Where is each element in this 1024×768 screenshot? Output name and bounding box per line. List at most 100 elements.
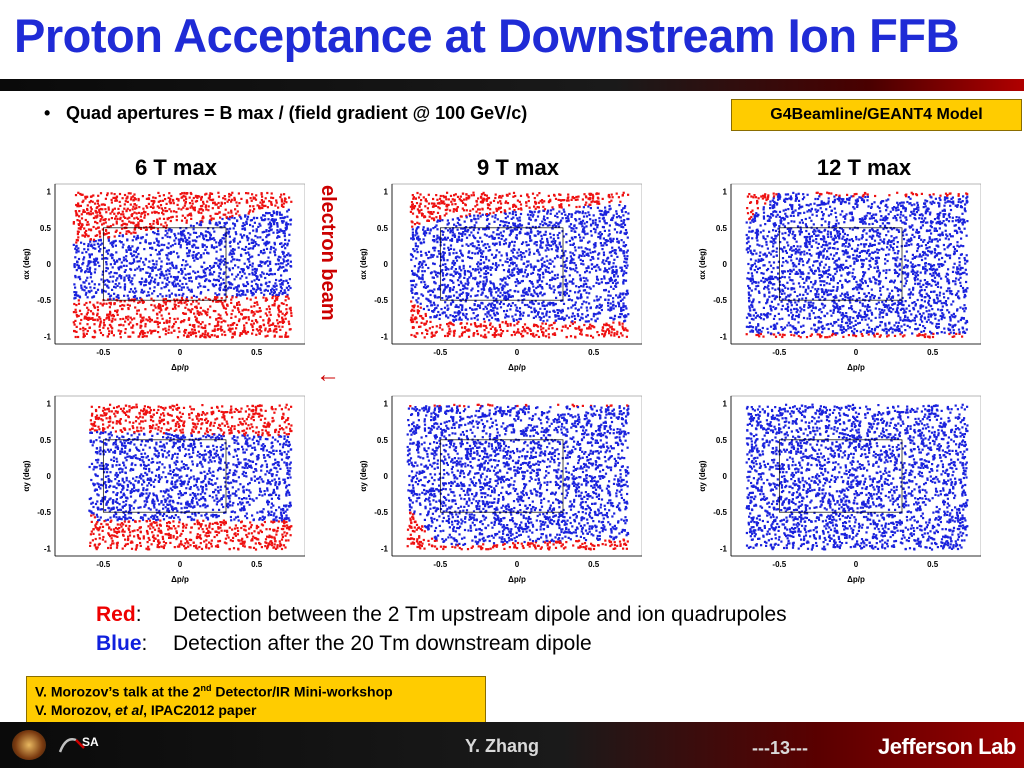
blue-hit-point	[608, 204, 611, 208]
red-hit-point	[243, 328, 246, 331]
red-hit-point	[474, 205, 477, 208]
red-hit-point	[489, 201, 492, 204]
blue-hit-point	[462, 267, 465, 270]
red-hit-point	[108, 318, 111, 321]
blue-hit-point	[231, 248, 235, 251]
blue-hit-point	[547, 270, 550, 273]
red-hit-point	[447, 198, 450, 201]
red-hit-point	[513, 203, 516, 206]
red-hit-point	[134, 227, 137, 230]
red-hit-point	[193, 312, 196, 315]
red-hit-point	[164, 198, 167, 201]
blue-hit-point	[101, 254, 104, 257]
blue-hit-point	[220, 226, 223, 229]
red-hit-point	[266, 191, 269, 195]
blue-hit-point	[274, 254, 277, 257]
red-hit-point	[218, 211, 221, 214]
blue-hit-point	[601, 261, 604, 264]
red-hit-point	[157, 307, 160, 310]
blue-hit-point	[502, 287, 505, 290]
red-hit-point	[290, 314, 293, 317]
blue-hit-point	[580, 285, 583, 288]
blue-hit-point	[432, 247, 435, 250]
red-hit-point	[413, 309, 416, 312]
blue-hit-point	[446, 272, 449, 275]
blue-hit-point	[517, 282, 520, 285]
blue-hit-point	[533, 291, 536, 294]
red-hit-point	[214, 203, 217, 206]
red-hit-point	[85, 229, 88, 233]
blue-hit-point	[165, 285, 168, 288]
blue-hit-point	[580, 262, 583, 265]
blue-hit-point	[616, 255, 619, 258]
blue-hit-point	[98, 283, 101, 286]
red-hit-point	[488, 323, 492, 327]
red-hit-point	[82, 199, 85, 202]
blue-hit-point	[558, 309, 561, 312]
red-hit-point	[435, 325, 438, 328]
red-hit-point	[80, 225, 83, 228]
blue-hit-point	[471, 308, 474, 311]
red-hit-point	[73, 323, 76, 326]
blue-hit-point	[205, 245, 208, 249]
red-hit-point	[450, 200, 453, 203]
blue-hit-point	[117, 296, 120, 300]
blue-hit-point	[148, 275, 151, 278]
blue-hit-point	[84, 293, 87, 296]
blue-hit-point	[537, 233, 540, 236]
blue-hit-point	[201, 244, 204, 247]
blue-hit-point	[484, 246, 487, 250]
red-hit-point	[275, 199, 278, 202]
blue-hit-point	[85, 251, 88, 254]
blue-hit-point	[608, 229, 611, 232]
blue-hit-point	[586, 241, 590, 244]
blue-hit-point	[433, 249, 436, 252]
blue-hit-point	[552, 285, 555, 288]
red-hit-point	[465, 214, 468, 217]
blue-hit-point	[516, 251, 519, 254]
red-hit-point	[234, 315, 237, 318]
red-hit-point	[452, 208, 455, 211]
blue-hit-point	[214, 292, 217, 295]
blue-hit-point	[523, 288, 526, 291]
blue-hit-point	[109, 275, 112, 278]
red-hit-point	[233, 196, 236, 199]
blue-hit-point	[620, 239, 623, 242]
blue-hit-point	[112, 275, 115, 278]
blue-hit-point	[609, 276, 612, 279]
red-hit-point	[170, 194, 173, 198]
red-hit-point	[489, 212, 492, 215]
blue-hit-point	[253, 244, 256, 247]
red-hit-point	[216, 296, 219, 299]
blue-hit-point	[500, 234, 503, 237]
blue-hit-point	[257, 244, 260, 247]
blue-hit-point	[285, 279, 288, 282]
blue-hit-point	[136, 247, 139, 250]
blue-hit-point	[242, 268, 245, 271]
blue-hit-point	[163, 277, 166, 280]
red-hit-point	[279, 310, 282, 313]
blue-hit-point	[460, 308, 463, 311]
blue-hit-point	[76, 264, 79, 267]
blue-hit-point	[500, 286, 503, 289]
blue-hit-point	[508, 241, 511, 245]
blue-hit-point	[195, 276, 198, 279]
red-hit-point	[580, 328, 583, 331]
blue-hit-point	[556, 286, 560, 289]
blue-hit-point	[494, 306, 497, 309]
blue-hit-point	[228, 267, 231, 270]
red-hit-point	[276, 319, 279, 322]
blue-hit-point	[619, 266, 622, 269]
blue-hit-point	[607, 294, 610, 297]
blue-hit-point	[175, 294, 178, 297]
blue-hit-point	[190, 280, 193, 283]
red-hit-point	[607, 195, 610, 198]
red-hit-point	[204, 329, 207, 332]
blue-hit-point	[431, 276, 434, 279]
blue-hit-point	[421, 294, 425, 297]
red-hit-point	[506, 324, 509, 327]
blue-hit-point	[232, 287, 236, 290]
blue-hit-point	[229, 286, 233, 289]
blue-hit-point	[610, 307, 613, 310]
red-hit-point	[79, 327, 82, 331]
